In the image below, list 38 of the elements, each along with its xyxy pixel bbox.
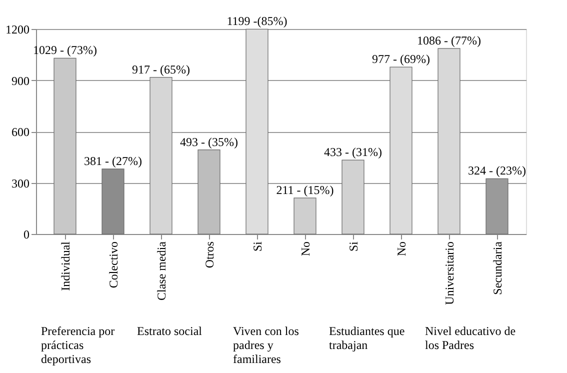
data-label: 917 - (65%) (132, 62, 190, 76)
y-tick-label: 300 (12, 176, 30, 190)
data-label: 381 - (27%) (84, 154, 142, 168)
text: Estudiantes que trabajan (329, 324, 405, 352)
x-tick-label: Secundaria (490, 240, 504, 295)
text: Nivel educativo de los Padres (425, 324, 516, 352)
x-tick-label: No (298, 242, 312, 256)
bar (54, 58, 76, 234)
bar (342, 160, 364, 234)
data-label: 324 - (23%) (468, 164, 526, 178)
y-tick-label: 0 (24, 228, 30, 242)
x-tick-label: Individual (58, 240, 72, 291)
x-tick-label: Clase media (154, 240, 168, 300)
x-tick-label: Otros (202, 241, 216, 268)
bar (390, 66, 412, 234)
y-tick-label: 1200 (6, 22, 30, 36)
y-tick-label: 900 (12, 74, 30, 88)
bar (438, 48, 460, 234)
text: Preferencia por prácticas deportivas (41, 324, 115, 366)
x-tick-label: No (394, 242, 408, 256)
x-tick-label: Colectivo (106, 242, 120, 288)
data-label: 493 - (35%) (180, 134, 238, 149)
text: Estrato social (137, 324, 203, 338)
y-tick-label: 600 (12, 125, 30, 139)
bar (198, 149, 220, 234)
text: Viven con los padres y familiares (233, 324, 300, 366)
data-label: 433 - (31%) (324, 145, 382, 160)
x-tick-label: Si (250, 240, 264, 252)
x-tick-label: Si (346, 240, 360, 252)
data-label: 1199 -(85%) (226, 14, 288, 28)
x-tick-label: Universitario (442, 242, 456, 305)
data-label: 211 - (15%) (276, 182, 334, 197)
bar (294, 198, 316, 234)
bar (150, 77, 172, 234)
data-label: 1086 - (77%) (417, 33, 481, 48)
data-label: 1029 - (73%) (33, 43, 97, 58)
bar (246, 28, 268, 234)
data-label: 977 - (69%) (372, 52, 430, 66)
